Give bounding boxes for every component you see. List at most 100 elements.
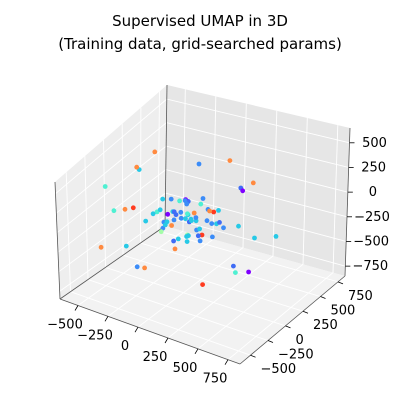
scatter-point [195, 233, 201, 239]
scatter-point [233, 270, 238, 275]
scatter-point [216, 208, 221, 213]
scatter-point [134, 264, 140, 270]
x-tick-mark [74, 305, 79, 311]
scatter-point [252, 235, 257, 241]
scatter-point [134, 164, 140, 170]
axis-edge [164, 84, 168, 227]
scatter-point [152, 149, 158, 155]
scatter-point [227, 158, 233, 164]
scatter-point [250, 180, 256, 186]
scatter-point [198, 201, 204, 207]
z-tick-label: 500 [362, 136, 387, 151]
x-tick-label: −500 [47, 318, 83, 333]
scatter-point [186, 233, 191, 239]
scatter-point [98, 244, 104, 250]
pane-xy [60, 226, 345, 364]
scatter-point [189, 218, 194, 224]
scatter-point [177, 198, 183, 204]
scatter-point [168, 196, 174, 202]
axis-edge [59, 298, 241, 365]
scatter-point [209, 221, 215, 227]
x-tick-mark [194, 348, 199, 355]
x-grid-line [197, 117, 308, 350]
x-grid-line [137, 103, 247, 328]
scatter-point [210, 234, 215, 240]
scatter-point [200, 196, 206, 201]
scatter-point [175, 236, 181, 242]
y-tick-label: 750 [348, 289, 373, 304]
scatter-point [142, 265, 148, 271]
scatter-point [246, 269, 252, 275]
y-tick-label: 0 [296, 333, 304, 348]
scatter-point [171, 238, 177, 244]
axis-ticks: −500−2500250500750−500−2500250500750−750… [47, 136, 390, 387]
scatter-point [200, 282, 206, 287]
scatter-point [171, 217, 177, 223]
x-grid-line [107, 96, 217, 317]
x-grid-line [167, 110, 278, 339]
z-tick-label: −250 [354, 210, 390, 225]
chart-subtitle: (Training data, grid-searched params) [58, 35, 342, 53]
scatter-point [171, 209, 177, 215]
scatter-point [204, 218, 210, 224]
y-tick-mark [285, 325, 291, 329]
x-tick-mark [164, 337, 169, 344]
scatter-point [185, 211, 190, 217]
axis-edge [59, 225, 166, 300]
scatter-point [102, 184, 108, 189]
y-tick-label: −500 [261, 362, 297, 377]
scatter-point [150, 211, 156, 217]
scatter-point [157, 207, 163, 213]
scatter-point [273, 234, 279, 239]
scatter-point [130, 205, 136, 211]
y-tick-mark [267, 340, 274, 343]
scatter-point [172, 246, 178, 252]
x-tick-label: −250 [77, 328, 113, 343]
scatter-point [158, 229, 164, 235]
scatter-point [197, 238, 203, 244]
y-tick-label: 250 [313, 318, 338, 333]
axis-edge [54, 181, 61, 300]
y-tick-mark [302, 310, 309, 314]
y-tick-mark [320, 296, 326, 299]
axis-edges [54, 84, 351, 365]
chart-title: Supervised UMAP in 3D [112, 12, 288, 30]
y-tick-label: 500 [331, 304, 356, 319]
scatter-point [211, 209, 217, 215]
x-tick-label: 750 [203, 372, 228, 387]
scatter-point [165, 211, 171, 217]
x-grid-line [227, 125, 339, 361]
scatter-point [193, 215, 199, 221]
scatter-point [183, 216, 188, 222]
scatter-point [143, 218, 149, 224]
pane-yz [55, 85, 167, 299]
scatter-point [162, 222, 168, 228]
scatter-point [169, 223, 175, 228]
x-tick-label: 250 [143, 350, 168, 365]
scatter-point [178, 215, 184, 221]
scatter-point [236, 223, 241, 229]
y-tick-mark [337, 281, 344, 285]
scatter-point [231, 263, 236, 269]
z-tick-label: 0 [369, 185, 377, 200]
axis-edge [239, 275, 346, 365]
scatter-point [191, 210, 197, 216]
y-tick-mark [250, 354, 256, 358]
scatter-point [178, 209, 184, 215]
scatter-point [197, 226, 203, 232]
y-tick-label: −250 [278, 348, 314, 363]
axis-edge [344, 127, 351, 277]
scatter-point [217, 220, 222, 225]
scatter-point [160, 196, 166, 202]
x-tick-mark [134, 326, 139, 333]
x-tick-label: 0 [121, 339, 129, 354]
x-grid-line [77, 89, 186, 306]
scatter-point [184, 239, 190, 245]
scatter-point [240, 188, 246, 194]
scatter-point [182, 198, 188, 204]
scatter-point [196, 161, 202, 167]
scatter-point [221, 225, 226, 231]
z-tick-label: −750 [352, 259, 388, 274]
scatter-point [207, 208, 213, 214]
